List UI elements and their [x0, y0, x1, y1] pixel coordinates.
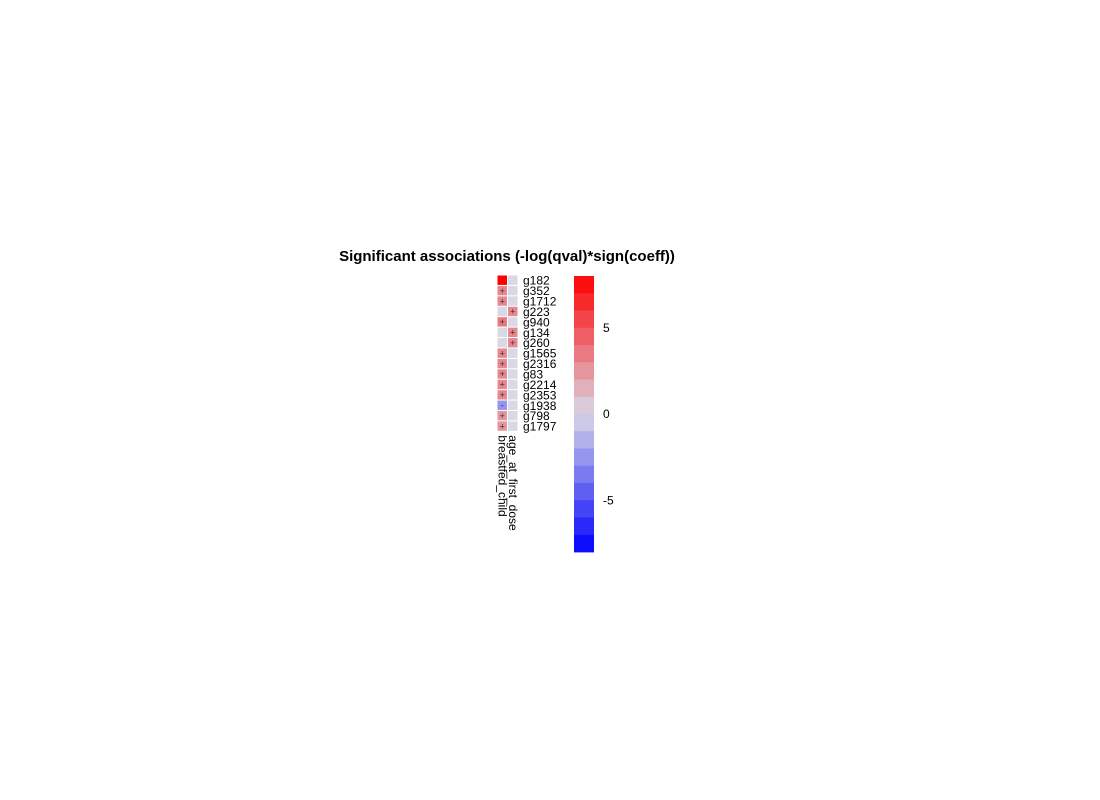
- row-label: g2316: [523, 357, 557, 371]
- colorbar-segment: [574, 396, 594, 415]
- row-label: g1712: [523, 295, 557, 309]
- heatmap-cell: [497, 400, 507, 410]
- row-label: g940: [523, 315, 550, 329]
- heatmap-cell: [497, 317, 507, 327]
- heatmap-cell: [497, 338, 507, 348]
- row-label: g260: [523, 336, 550, 350]
- colorbar-segment: [574, 345, 594, 363]
- heatmap-cell: [508, 275, 518, 285]
- cell-significance-label: +: [500, 411, 505, 421]
- colorbar-segment: [574, 483, 594, 501]
- heatmap-cell: [497, 275, 507, 285]
- colorbar-segment: [574, 293, 594, 311]
- heatmap-cell: [497, 390, 507, 400]
- colorbar-tick-label: 5: [603, 321, 610, 335]
- column-label: breastfed_child: [495, 435, 509, 516]
- row-label: g1565: [523, 347, 557, 361]
- heatmap-cell: [508, 306, 518, 317]
- row-label: g1938: [523, 399, 557, 413]
- colorbar-segment: [574, 517, 594, 536]
- colorbar-segment: [574, 362, 594, 380]
- cell-significance-label: +: [510, 338, 515, 348]
- colorbar-segment: [574, 448, 594, 467]
- heatmap-cell: [508, 285, 518, 296]
- colorbar-segment: [574, 310, 594, 329]
- cell-significance-label: +: [510, 307, 515, 317]
- cell-significance-label: +: [500, 317, 505, 327]
- colorbar-segment: [574, 379, 594, 398]
- heatmap-cell: [508, 400, 518, 410]
- chart-title: Significant associations (-log(qval)*sig…: [339, 248, 675, 265]
- heatmap-cell: [497, 285, 507, 296]
- cell-significance-label: +: [500, 380, 505, 390]
- cell-significance-label: +: [500, 421, 505, 431]
- cell-significance-label: +: [500, 359, 505, 369]
- heatmap-cell: [497, 296, 507, 306]
- heatmap-cell: [508, 379, 518, 390]
- colorbar-segment: [574, 465, 594, 484]
- cell-significance-label: +: [510, 328, 515, 338]
- heatmap-cell: [508, 358, 518, 369]
- heatmap-cell: [497, 369, 507, 379]
- heatmap-cell: [508, 421, 518, 431]
- row-label: g2353: [523, 388, 557, 402]
- heatmap-cell: [497, 306, 507, 317]
- heatmap-cell: [497, 379, 507, 390]
- row-label: g352: [523, 284, 550, 298]
- row-label: g134: [523, 326, 550, 340]
- cell-significance-label: +: [500, 369, 505, 379]
- cell-significance-label: -: [501, 400, 504, 410]
- cell-significance-label: +: [500, 296, 505, 306]
- row-label: g182: [523, 274, 550, 288]
- heatmap-cell: [508, 327, 518, 338]
- heatmap-cell: [508, 410, 518, 421]
- row-label: g1797: [523, 420, 557, 434]
- heatmap-cell: [497, 421, 507, 431]
- heatmap-cell: [508, 296, 518, 306]
- colorbar-segment: [574, 276, 594, 294]
- heatmap-cell: [497, 348, 507, 358]
- heatmap-cell: [497, 358, 507, 369]
- row-label: g798: [523, 409, 550, 423]
- heatmap-cell: [497, 410, 507, 421]
- heatmap-cell: [508, 390, 518, 400]
- heatmap-cell: [508, 338, 518, 348]
- heatmap-cell: [497, 327, 507, 338]
- heatmap-cell: [508, 348, 518, 358]
- colorbar-tick-label: -5: [603, 493, 614, 507]
- colorbar-segment: [574, 431, 594, 449]
- column-label: age_at_first_dose: [506, 435, 520, 531]
- row-label: g83: [523, 367, 543, 381]
- heatmap-cell: [508, 317, 518, 327]
- cell-significance-label: +: [500, 390, 505, 400]
- cell-significance-label: +: [500, 286, 505, 296]
- cell-significance-label: +: [500, 348, 505, 358]
- heatmap-cell: [508, 369, 518, 379]
- colorbar-segment: [574, 500, 594, 518]
- colorbar-segment: [574, 534, 594, 553]
- row-label: g2214: [523, 378, 557, 392]
- colorbar-segment: [574, 414, 594, 432]
- colorbar-tick-label: 0: [603, 407, 610, 421]
- row-label: g223: [523, 305, 550, 319]
- colorbar-segment: [574, 327, 594, 346]
